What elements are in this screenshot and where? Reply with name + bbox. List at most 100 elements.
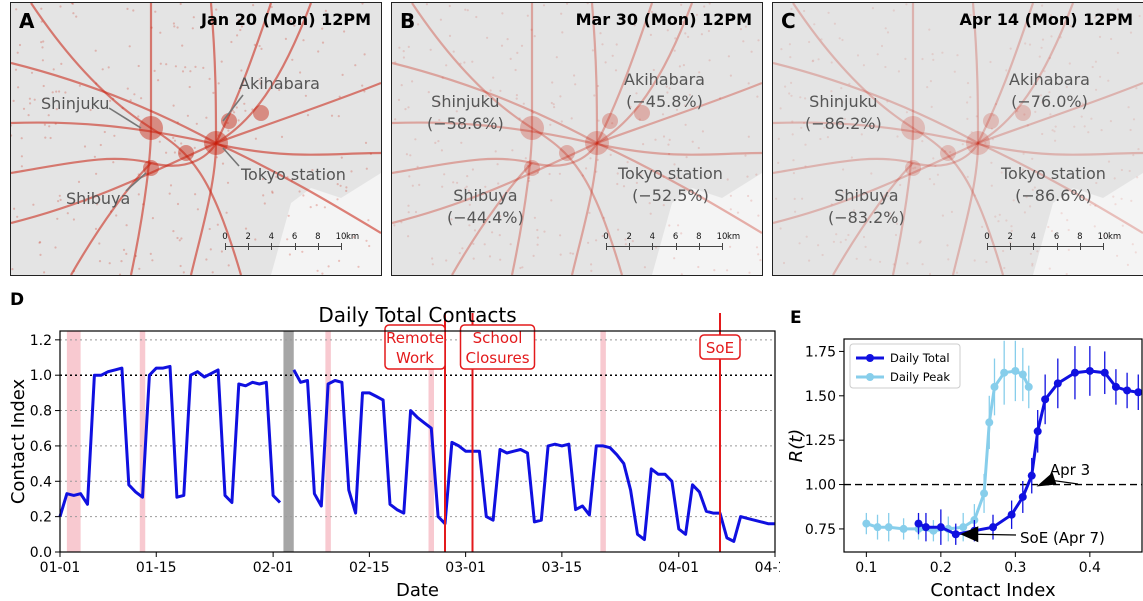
- place-name: Shibuya: [66, 189, 131, 208]
- density-speck: [474, 105, 477, 108]
- density-speck: [522, 102, 525, 105]
- density-speck: [1127, 106, 1130, 109]
- density-speck: [483, 243, 486, 246]
- density-speck: [59, 5, 62, 8]
- density-speck: [896, 135, 899, 138]
- density-speck: [631, 240, 634, 243]
- density-speck: [1037, 16, 1040, 20]
- place-name: Shibuya: [453, 186, 518, 205]
- hub-density: [253, 105, 269, 121]
- density-speck: [1080, 82, 1083, 85]
- place-change: (−45.8%): [626, 92, 703, 111]
- density-speck: [838, 37, 841, 40]
- density-speck: [985, 260, 988, 264]
- density-speck: [1120, 197, 1123, 200]
- density-speck: [402, 56, 405, 59]
- density-speck: [494, 150, 497, 153]
- density-speck: [886, 100, 889, 103]
- density-speck: [850, 156, 853, 159]
- density-speck: [133, 93, 136, 96]
- density-speck: [158, 140, 161, 143]
- density-speck: [746, 175, 749, 178]
- density-speck: [791, 133, 794, 136]
- density-speck: [1066, 219, 1069, 222]
- density-speck: [665, 85, 668, 88]
- density-speck: [27, 114, 30, 117]
- density-speck: [1120, 168, 1123, 172]
- data-point: [1041, 395, 1050, 404]
- density-speck: [394, 61, 397, 64]
- density-speck: [841, 38, 844, 42]
- density-speck: [862, 235, 866, 239]
- density-speck: [626, 161, 629, 164]
- heatmap-image: [773, 3, 1143, 275]
- density-speck: [790, 94, 793, 97]
- density-speck: [1089, 203, 1092, 206]
- hub-density: [634, 105, 650, 121]
- place-label-shinjuku: Shinjuku (−86.2%): [805, 91, 882, 135]
- density-speck: [668, 152, 671, 156]
- density-speck: [1050, 229, 1054, 233]
- place-name: Akihabara: [239, 74, 320, 93]
- density-speck: [357, 265, 360, 268]
- density-speck: [460, 141, 463, 144]
- density-speck: [216, 223, 219, 226]
- density-speck: [398, 46, 401, 49]
- density-speck: [886, 31, 890, 34]
- road-density: [951, 3, 980, 275]
- density-speck: [817, 244, 820, 247]
- density-speck: [780, 48, 783, 51]
- map-date: Apr 14 (Mon) 12PM: [959, 10, 1133, 29]
- density-speck: [165, 151, 168, 154]
- road-density: [773, 142, 979, 225]
- density-speck: [674, 37, 677, 40]
- density-speck: [652, 68, 655, 72]
- density-speck: [176, 202, 180, 206]
- density-speck: [941, 51, 944, 54]
- density-speck: [235, 106, 238, 109]
- density-speck: [397, 98, 401, 101]
- density-speck: [673, 49, 676, 52]
- density-speck: [40, 41, 43, 44]
- density-speck: [969, 96, 972, 99]
- density-speck: [905, 3, 908, 6]
- density-speck: [1048, 91, 1051, 94]
- density-speck: [518, 117, 521, 120]
- density-speck: [95, 82, 98, 85]
- density-speck: [437, 101, 440, 105]
- annotation-arrow: [974, 533, 1017, 536]
- density-speck: [455, 110, 458, 113]
- density-speck: [253, 43, 256, 47]
- density-speck: [912, 167, 915, 170]
- chart-title: Daily Total Contacts: [318, 303, 516, 327]
- scale-tick-label: 2: [626, 232, 632, 242]
- density-speck: [459, 189, 462, 192]
- density-speck: [789, 56, 792, 59]
- density-speck: [843, 117, 846, 121]
- density-speck: [515, 94, 518, 97]
- x-tick-label: 02-15: [349, 560, 390, 576]
- density-speck: [989, 60, 992, 64]
- density-speck: [779, 107, 782, 110]
- density-speck: [880, 44, 884, 48]
- density-speck: [101, 68, 104, 71]
- density-speck: [497, 182, 500, 185]
- hub-density: [983, 113, 999, 129]
- density-speck: [591, 49, 594, 52]
- density-speck: [176, 26, 179, 29]
- data-point: [1018, 492, 1027, 501]
- density-speck: [558, 172, 561, 175]
- density-speck: [321, 27, 324, 30]
- density-speck: [44, 136, 47, 139]
- hub-density: [139, 116, 163, 140]
- density-speck: [440, 149, 443, 152]
- density-speck: [95, 172, 98, 175]
- density-speck: [20, 165, 23, 168]
- annotation-label: SoE (Apr 7): [1020, 529, 1105, 547]
- scale-tick-label: 8: [315, 232, 321, 242]
- density-speck: [1128, 169, 1131, 173]
- density-speck: [793, 197, 796, 200]
- density-speck: [744, 154, 747, 157]
- density-speck: [639, 174, 642, 177]
- density-speck: [220, 60, 223, 63]
